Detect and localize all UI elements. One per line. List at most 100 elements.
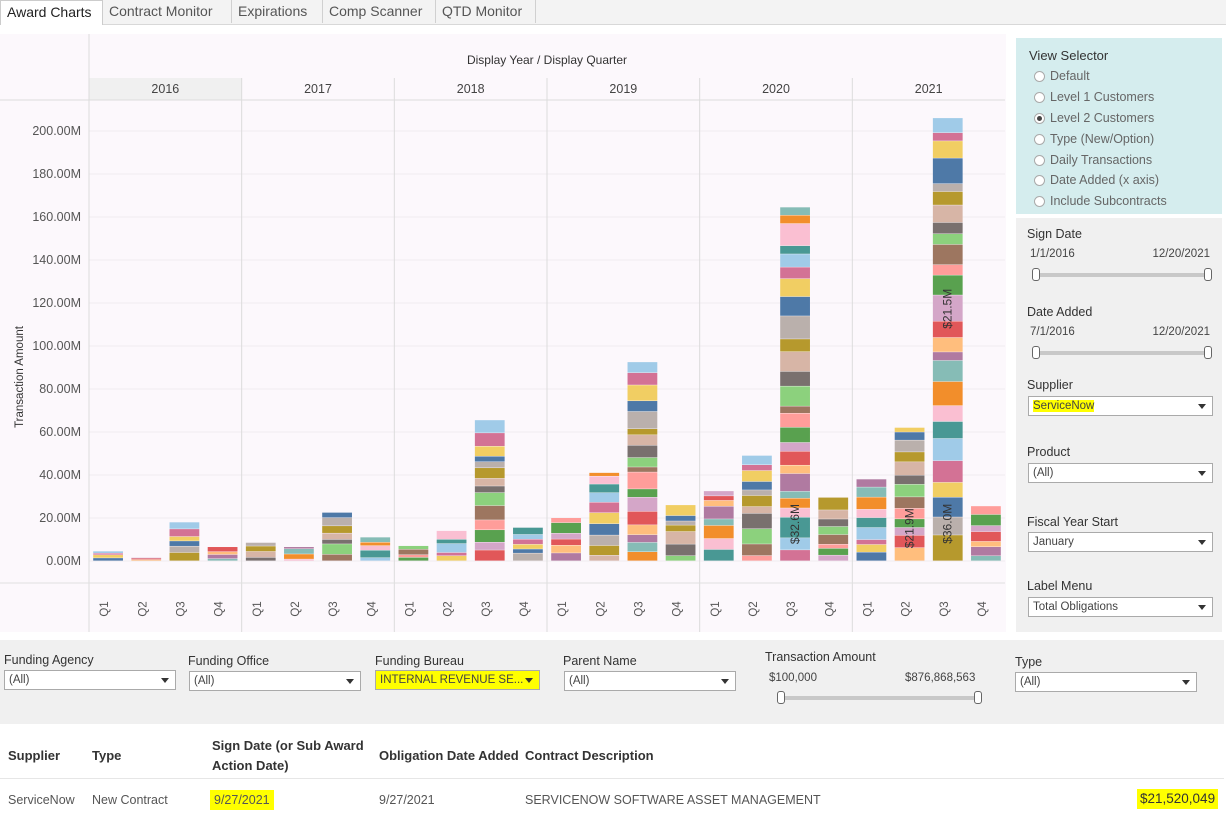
supplier-dropdown[interactable]: ServiceNow — [1028, 396, 1213, 416]
bar-segment — [932, 352, 963, 361]
bar-segment — [131, 558, 162, 560]
bar-segment — [360, 542, 391, 546]
bar-segment — [627, 362, 658, 373]
bar-segment — [703, 500, 734, 507]
radio-daily-transactions[interactable]: Daily Transactions — [1034, 152, 1152, 168]
funding-agency-label: Funding Agency — [4, 653, 94, 667]
bar-segment — [474, 420, 505, 433]
sign-date-handle-min[interactable] — [1032, 268, 1040, 281]
bar-segment — [169, 522, 200, 529]
chart-title: Display Year / Display Quarter — [467, 53, 627, 67]
bar-segment — [551, 539, 581, 546]
date-added-slider[interactable] — [1036, 351, 1208, 355]
bar-segment — [971, 541, 1001, 547]
transaction-amount-handle-max[interactable] — [974, 691, 982, 704]
transaction-amount-handle-min[interactable] — [777, 691, 785, 704]
bar-segment — [703, 491, 734, 496]
radio-selected-icon — [1034, 113, 1045, 124]
bar-segment — [207, 554, 238, 559]
tab-award-charts[interactable]: Award Charts — [0, 0, 103, 25]
supplier-label: Supplier — [1027, 378, 1073, 392]
bar-segment — [474, 486, 505, 493]
sign-date-handle-max[interactable] — [1204, 268, 1212, 281]
bar-segment — [703, 525, 734, 539]
bar-segment — [627, 411, 658, 429]
radio-type-new-option[interactable]: Type (New/Option) — [1034, 131, 1154, 147]
bar-segment — [322, 539, 352, 544]
bar-segment — [627, 385, 658, 401]
tab-expirations[interactable]: Expirations — [232, 0, 323, 23]
col-header-type[interactable]: Type — [92, 748, 122, 763]
bar-segment — [971, 531, 1001, 542]
bar-segment — [474, 461, 505, 468]
radio-include-subcontracts[interactable]: Include Subcontracts — [1034, 193, 1167, 209]
sign-date-slider[interactable] — [1036, 273, 1208, 277]
label-menu-dropdown[interactable]: Total Obligations — [1028, 597, 1213, 617]
transaction-amount-slider[interactable] — [781, 696, 979, 700]
bar-segment — [665, 515, 696, 521]
bar-segment — [818, 544, 849, 549]
bar-segment — [742, 544, 772, 556]
quarter-tick-label: Q3 — [786, 601, 798, 616]
type-filter-dropdown[interactable]: (All) — [1015, 672, 1197, 692]
bar-segment — [780, 473, 810, 492]
bar-segment — [589, 545, 620, 556]
bar-segment — [474, 492, 505, 506]
cell-amount: $21,520,049 — [1137, 789, 1219, 809]
supplier-value: ServiceNow — [1033, 400, 1095, 412]
quarter-tick-label: Q2 — [443, 601, 455, 616]
chevron-down-icon — [1198, 605, 1206, 610]
bar-segment — [932, 482, 963, 498]
fiscal-year-start-label: Fiscal Year Start — [1027, 515, 1119, 529]
bar-segment — [589, 502, 620, 513]
col-header-supplier[interactable]: Supplier — [8, 748, 61, 763]
tab-comp-scanner[interactable]: Comp Scanner — [323, 0, 436, 23]
quarter-tick-label: Q1 — [710, 601, 722, 616]
data-annotation-label: $32.6M — [788, 504, 802, 544]
bar-segment — [780, 371, 810, 386]
bar-segment — [856, 552, 887, 561]
tab-qtd-monitor[interactable]: QTD Monitor — [436, 0, 536, 23]
bar-segment — [245, 551, 276, 558]
funding-agency-dropdown[interactable]: (All) — [4, 670, 176, 690]
bar-segment — [894, 427, 925, 432]
funding-office-dropdown[interactable]: (All) — [189, 671, 361, 691]
col-header-contract-description[interactable]: Contract Description — [525, 748, 654, 763]
radio-level-1-customers[interactable]: Level 1 Customers — [1034, 89, 1154, 105]
bar-segment — [780, 550, 810, 561]
bar-segment — [627, 372, 658, 385]
type-filter-value: (All) — [1020, 676, 1041, 688]
radio-icon — [1034, 71, 1045, 82]
parent-name-dropdown[interactable]: (All) — [564, 671, 736, 691]
product-dropdown[interactable]: (All) — [1028, 463, 1213, 483]
cell-obligation-date: 9/27/2021 — [379, 793, 435, 807]
bar-segment — [513, 534, 543, 540]
bar-segment — [894, 527, 925, 536]
bar-segment — [742, 528, 772, 544]
date-added-handle-max[interactable] — [1204, 346, 1212, 359]
bar-segment — [780, 451, 810, 465]
chevron-down-icon — [1198, 404, 1206, 409]
fiscal-year-start-dropdown[interactable]: January — [1028, 532, 1213, 552]
date-added-max: 12/20/2021 — [1152, 326, 1210, 338]
tab-contract-monitor[interactable]: Contract Monitor — [103, 0, 232, 23]
bar-segment — [474, 433, 505, 447]
radio-date-added-x-axis[interactable]: Date Added (x axis) — [1034, 172, 1159, 188]
y-tick-label: 100.00M — [32, 339, 81, 353]
col-header-sign-date[interactable]: Sign Date (or Sub Award Action Date) — [212, 736, 364, 776]
chevron-down-icon — [161, 678, 169, 683]
year-header-highlight — [89, 78, 242, 100]
quarter-tick-label: Q2 — [137, 601, 149, 616]
bar-segment — [932, 118, 963, 133]
radio-level-2-customers[interactable]: Level 2 Customers — [1034, 110, 1154, 126]
radio-default[interactable]: Default — [1034, 68, 1090, 84]
date-added-handle-min[interactable] — [1032, 346, 1040, 359]
col-header-obligation-date[interactable]: Obligation Date Added — [379, 748, 519, 763]
bar-segment — [856, 539, 887, 545]
bar-segment — [932, 233, 963, 245]
bar-segment — [971, 556, 1001, 561]
funding-bureau-dropdown[interactable]: INTERNAL REVENUE SE... — [375, 670, 540, 690]
bar-segment — [780, 351, 810, 372]
radio-label: Level 1 Customers — [1050, 90, 1155, 104]
bar-segment — [627, 511, 658, 525]
